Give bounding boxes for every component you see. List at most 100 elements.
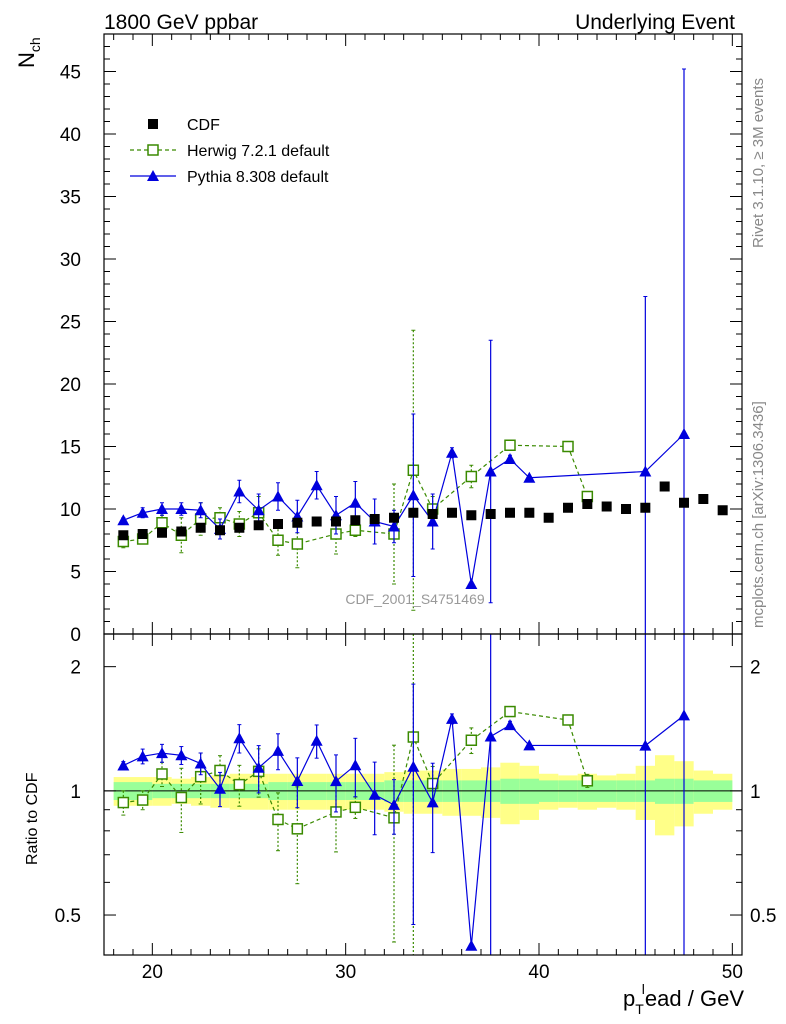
point-herwig (291, 538, 304, 550)
point-pythia (465, 578, 478, 589)
point-cdf (118, 530, 129, 541)
header-left-label: 1800 GeV ppbar (104, 11, 258, 34)
point-pythia (407, 489, 420, 501)
mcplots-credit-label: mcplots.cern.ch [arXiv:1306.3436] (750, 401, 767, 628)
ratio-point-herwig (136, 794, 149, 806)
point-cdf (234, 522, 245, 533)
series-pythia (117, 68, 690, 956)
point-cdf (485, 509, 496, 519)
legend-marker-herwig (147, 144, 159, 156)
point-cdf (389, 512, 399, 523)
ratio-point-pythia (156, 747, 168, 759)
point-cdf (157, 527, 167, 538)
ratio-point-pythia (504, 719, 516, 731)
y-tick-label-ratio: 0.5 (55, 906, 81, 927)
analysis-watermark: CDF_2001_S4751469 (345, 591, 485, 607)
ratio-point-herwig (581, 775, 594, 787)
ratio-point-herwig (465, 734, 478, 746)
point-pythia (523, 471, 536, 483)
point-cdf (466, 510, 477, 521)
point-pythia (175, 503, 188, 514)
ratio-point-pythia (117, 759, 130, 771)
ratio-point-pythia (368, 788, 381, 800)
ratio-point-pythia (426, 796, 439, 808)
ratio-point-pythia (272, 744, 284, 756)
ratio-point-pythia (175, 749, 188, 761)
point-pythia (272, 490, 284, 502)
ratio-point-pythia (484, 730, 497, 742)
x-tick-label: 40 (528, 962, 549, 983)
point-herwig (504, 439, 516, 451)
point-pythia (156, 503, 168, 514)
point-pythia (252, 504, 265, 516)
y-tick-label-main: 35 (60, 188, 81, 209)
series-line-pythia (123, 433, 685, 585)
point-cdf (292, 517, 303, 528)
point-pythia (426, 515, 439, 527)
series-cdf (118, 481, 728, 541)
ratio-point-pythia (465, 939, 478, 951)
point-herwig (156, 517, 168, 529)
point-cdf (427, 509, 438, 519)
point-pythia (233, 485, 246, 497)
point-pythia (388, 520, 400, 532)
legend-marker-pythia (147, 170, 159, 181)
ratio-line-pythia (123, 714, 685, 946)
y-tick-label-main: 15 (60, 438, 81, 459)
point-cdf (447, 507, 457, 518)
point-pythia (117, 514, 130, 526)
ratio-point-pythia (214, 782, 226, 794)
ratio-point-herwig (156, 768, 168, 780)
point-cdf (311, 516, 322, 527)
point-cdf (698, 494, 709, 504)
y-tick-label-main: 0 (70, 625, 81, 646)
axis-ticks: 20 30 40 50 0 5 10 15 20 25 30 35 40 45 0.5 0.5 1 1 2 2 (55, 34, 776, 983)
ratio-point-herwig (562, 714, 574, 726)
ratio-point-pythia (252, 761, 265, 773)
x-tick-label: 50 (722, 962, 743, 983)
point-cdf (350, 515, 361, 526)
rivet-info-label: Rivet 3.1.10, ≥ 3M events (750, 78, 767, 248)
x-tick-label: 20 (142, 962, 163, 983)
point-pythia (678, 428, 690, 439)
point-cdf (176, 526, 187, 537)
point-cdf (524, 507, 535, 518)
ratio-point-herwig (504, 705, 516, 718)
series-herwig (117, 329, 594, 956)
y-tick-label-ratio: 1 (70, 782, 81, 803)
y-axis-label-main: Nch (14, 37, 43, 68)
point-cdf (640, 502, 651, 513)
point-pythia (639, 465, 652, 477)
ratio-point-pythia (523, 739, 536, 751)
ratio-point-pythia (639, 739, 652, 751)
point-cdf (679, 497, 689, 508)
legend-marker-cdf (148, 119, 158, 129)
ratio-point-herwig (117, 796, 130, 809)
point-cdf (137, 529, 148, 539)
point-cdf (582, 499, 593, 509)
ratio-point-pythia (291, 775, 304, 787)
ratio-point-pythia (388, 798, 400, 810)
x-axis-label: pTlead / GeV (623, 981, 744, 1017)
point-cdf (331, 516, 341, 527)
point-cdf (621, 504, 631, 514)
header-right-label: Underlying Event (575, 11, 735, 34)
point-herwig (349, 524, 362, 536)
ratio-point-pythia (446, 712, 458, 724)
ratio-point-herwig (272, 813, 284, 826)
point-herwig (562, 440, 574, 453)
y-axis-label-ratio: Ratio to CDF (24, 772, 41, 865)
y-tick-label-main: 20 (60, 375, 81, 396)
point-cdf (408, 507, 419, 518)
y-tick-label-main: 30 (60, 250, 81, 271)
ratio-point-herwig (175, 791, 188, 804)
ratio-point-herwig (233, 778, 246, 791)
data-series (117, 68, 728, 956)
point-cdf (563, 502, 573, 513)
legend-label-herwig: Herwig 7.2.1 default (187, 143, 330, 160)
point-cdf (369, 514, 380, 524)
y-tick-label-ratio-right: 0.5 (750, 906, 776, 927)
point-pythia (504, 453, 516, 464)
point-cdf (601, 501, 612, 512)
